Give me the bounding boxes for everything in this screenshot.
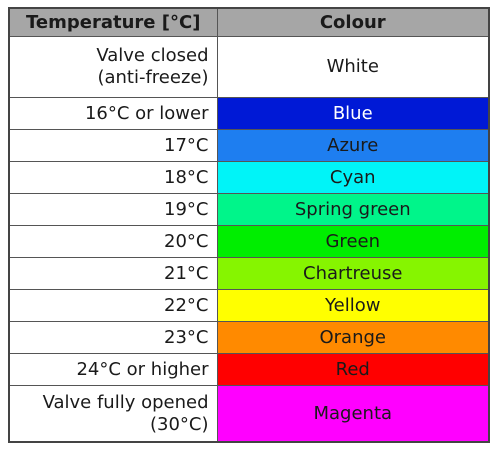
header-cell: Temperature [°C] (8, 7, 218, 37)
table-row: 23°C Orange (8, 321, 490, 354)
header-cell: Colour (216, 7, 490, 37)
table-row: 21°C Chartreuse (8, 257, 490, 290)
temperature-cell: 19°C (8, 193, 218, 226)
table-row: 24°C or higher Red (8, 353, 490, 386)
temperature-cell: 20°C (8, 225, 218, 258)
table-row: Valve closed (anti-freeze) White (8, 36, 490, 98)
colour-cell: Blue (216, 97, 490, 130)
table-row: 22°C Yellow (8, 289, 490, 322)
temperature-cell: Valve closed (anti-freeze) (8, 36, 218, 98)
colour-cell: Yellow (216, 289, 490, 322)
colour-cell: Chartreuse (216, 257, 490, 290)
colour-cell: Orange (216, 321, 490, 354)
table-body: Valve closed (anti-freeze) White 16°C or l… (8, 36, 490, 443)
temperature-cell: 22°C (8, 289, 218, 322)
colour-cell: Cyan (216, 161, 490, 194)
colour-cell: Spring green (216, 193, 490, 226)
table-row: Valve fully opened (30°C) Magenta (8, 385, 490, 443)
table-row: 20°C Green (8, 225, 490, 258)
colour-cell: Green (216, 225, 490, 258)
colour-cell: White (216, 36, 490, 98)
table-row: 16°C or lower Blue (8, 97, 490, 130)
temperature-cell: 17°C (8, 129, 218, 162)
temperature-cell: Valve fully opened (30°C) (8, 385, 218, 443)
temperature-cell: 16°C or lower (8, 97, 218, 130)
table-row: 18°C Cyan (8, 161, 490, 194)
colour-cell: Red (216, 353, 490, 386)
temperature-cell: 23°C (8, 321, 218, 354)
table-row: 19°C Spring green (8, 193, 490, 226)
temperature-cell: 24°C or higher (8, 353, 218, 386)
colour-cell: Azure (216, 129, 490, 162)
colour-cell: Magenta (216, 385, 490, 443)
colour-table: Temperature [°C] Colour Valve closed (an… (8, 7, 490, 443)
table-row: 17°C Azure (8, 129, 490, 162)
temperature-cell: 21°C (8, 257, 218, 290)
temperature-cell: 18°C (8, 161, 218, 194)
header-row: Temperature [°C] Colour (8, 7, 490, 37)
